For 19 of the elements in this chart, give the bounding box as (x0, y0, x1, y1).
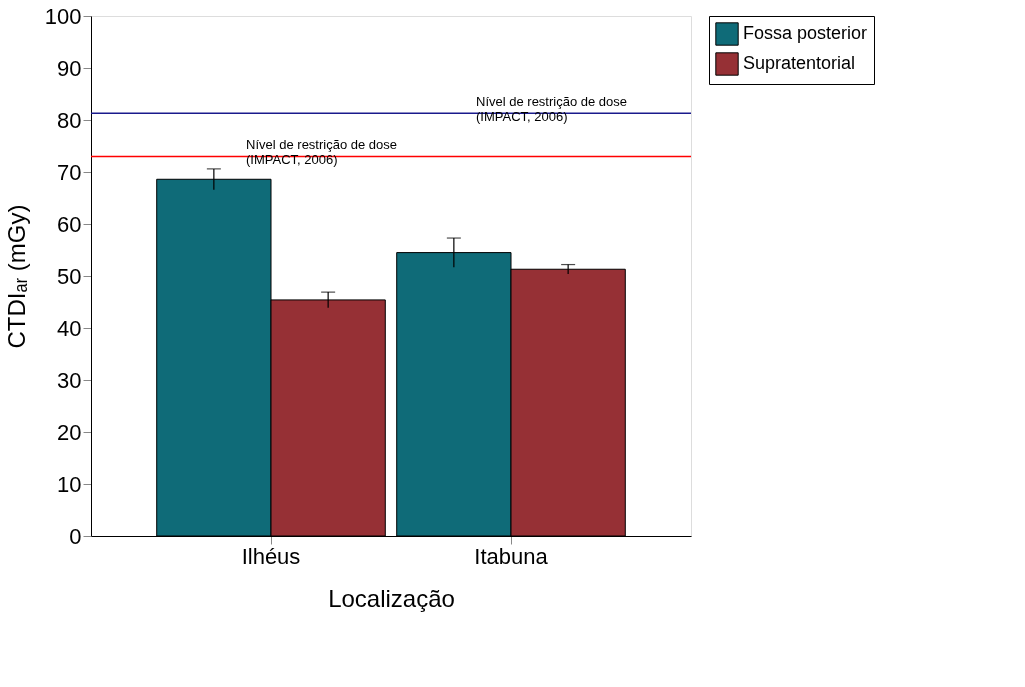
y-tick-label: 0 (69, 523, 82, 549)
x-tick-label: Itabuna (474, 543, 549, 569)
y-tick-label: 30 (57, 367, 82, 393)
ref-line-label: Nível de restrição de dose (IMPACT, 2006) (246, 137, 398, 168)
y-tick-label: 90 (57, 55, 82, 81)
y-tick-label: 50 (57, 263, 82, 289)
x-axis-title: Localização (328, 584, 455, 612)
x-tick-label: Ilhéus (241, 543, 301, 569)
y-tick-label: 70 (57, 159, 82, 185)
legend-label: Fossa posterior (743, 23, 868, 43)
y-tick-label: 80 (57, 107, 82, 133)
y-tick-label: 40 (57, 315, 82, 341)
y-tick-label: 10 (57, 471, 82, 497)
y-tick-label: 60 (57, 211, 82, 237)
y-tick-label: 100 (44, 3, 82, 29)
legend-label: Supratentorial (743, 53, 856, 73)
y-axis-title: CTDIₐᵣ (mGy) (2, 204, 30, 349)
ref-line-label: Nível de restrição de dose (IMPACT, 2006) (476, 94, 628, 125)
y-tick-label: 20 (57, 419, 82, 445)
